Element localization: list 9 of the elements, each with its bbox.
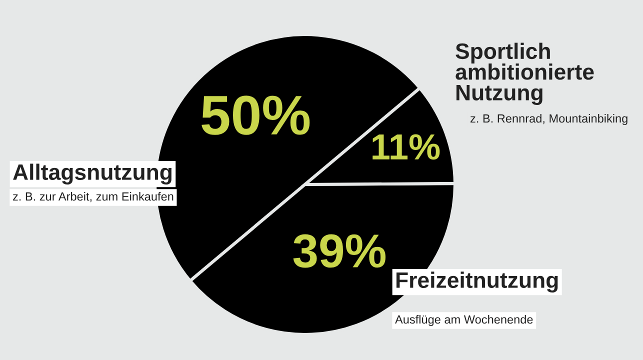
data-label: 50%	[202, 96, 310, 135]
text: Ausflüge am Wochenende	[395, 315, 533, 326]
data-label: 11%	[372, 134, 440, 160]
text: z. B. zur Arbeit, zum Einkaufen	[12, 192, 174, 202]
slice-label: Sportlich ambitionierte Nutzung	[456, 42, 594, 105]
text: z. B. Rennrad, Mountainbiking	[470, 114, 628, 126]
data-label: 39%	[293, 234, 386, 268]
slice-label: Alltagsnutzung	[13, 164, 172, 184]
slice-label: Freizeitnutzung	[396, 272, 558, 292]
